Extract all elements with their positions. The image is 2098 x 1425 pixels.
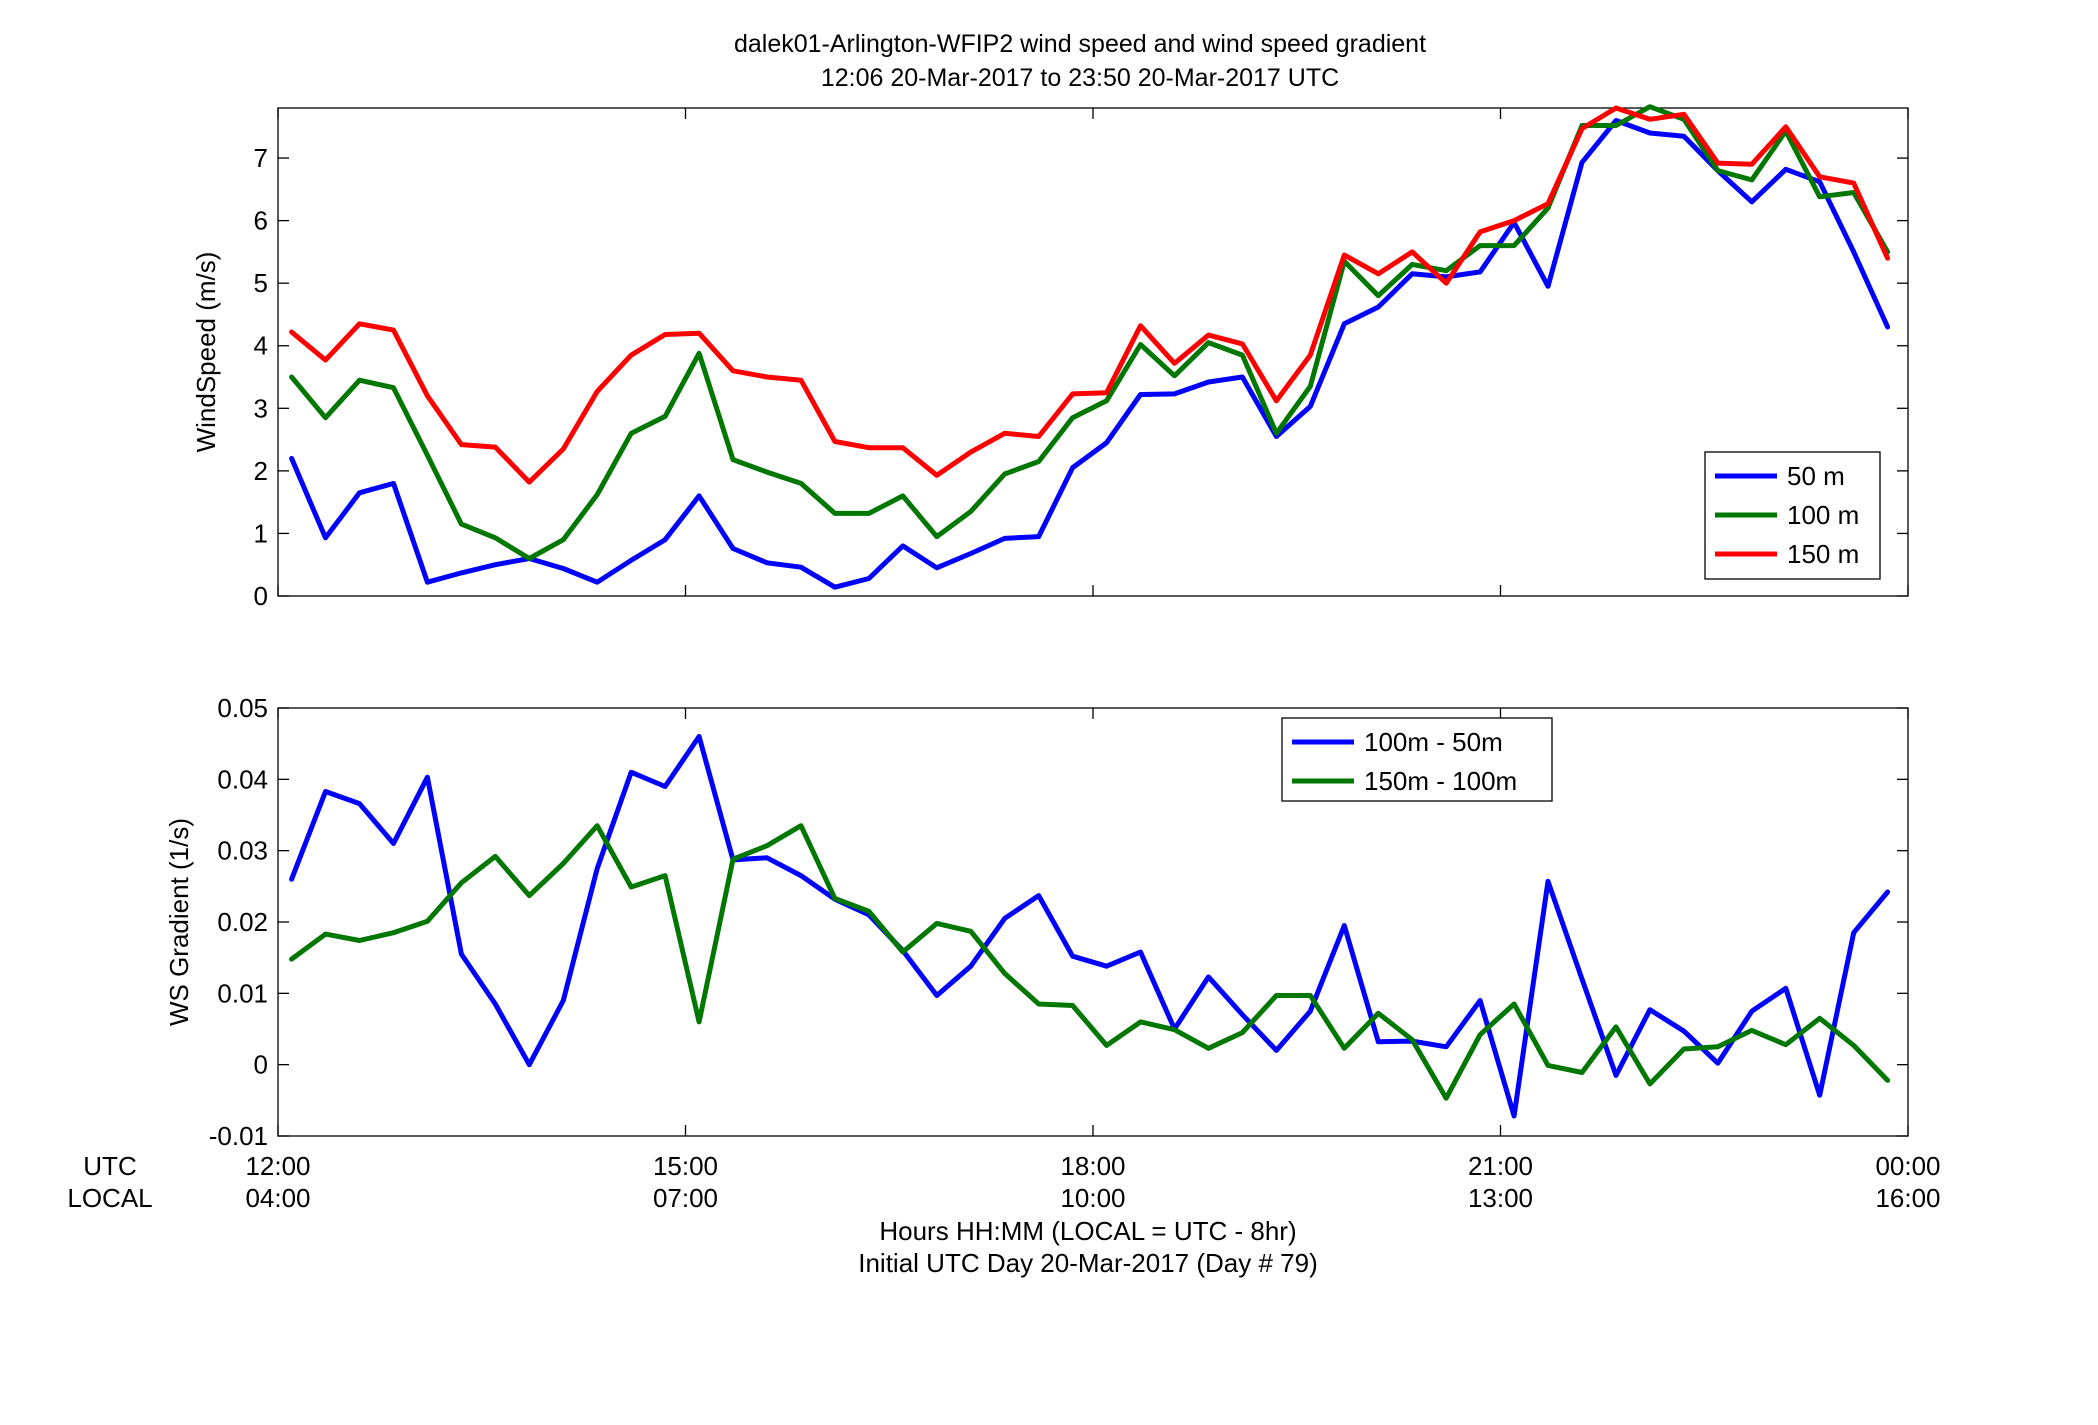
- legend-label-150m-100m: 150m - 100m: [1364, 766, 1517, 796]
- legend-box: [1281, 717, 1553, 802]
- y-tick-label: 6: [254, 206, 268, 236]
- x-tick-label-local: 16:00: [1875, 1183, 1940, 1213]
- y-tick-label: 5: [254, 268, 268, 298]
- y-axis-label: WS Gradient (1/s): [164, 818, 194, 1026]
- y-tick-label: 0.05: [217, 693, 268, 723]
- y-tick-label: 0.04: [217, 764, 268, 794]
- y-tick-label: 0.03: [217, 836, 268, 866]
- gradient-plot: -0.01 0 0.01 0.02 0.03 0.04 0.05 WS Gradient (1…: [164, 693, 1909, 1151]
- series-line-150m-100m: [289, 823, 1891, 1101]
- y-tick-label: 2: [254, 456, 268, 486]
- y-tick-label: 4: [254, 331, 268, 361]
- chart-title-line-1: dalek01-Arlington-WFIP2 wind speed and w…: [734, 30, 1426, 58]
- x-tick-label-utc: 15:00: [653, 1151, 718, 1181]
- local-row-label: LOCAL: [67, 1183, 152, 1213]
- y-tick-label: 0: [254, 581, 268, 611]
- utc-row-label: UTC: [83, 1151, 136, 1181]
- y-tick-label: -0.01: [209, 1121, 268, 1151]
- y-tick-label: 3: [254, 393, 268, 423]
- legend-label-50-m: 50 m: [1787, 461, 1845, 491]
- plot-area: [277, 107, 1909, 597]
- x-tick-label-local: 13:00: [1468, 1183, 1533, 1213]
- x-axis-label-line-2: Initial UTC Day 20-Mar-2017 (Day # 79): [858, 1248, 1318, 1278]
- chart-title-line-2: 12:06 20-Mar-2017 to 23:50 20-Mar-2017 U…: [821, 64, 1339, 92]
- series-line-150-m: [289, 105, 1891, 485]
- series-line-100-m: [289, 104, 1891, 561]
- y-axis-label: WindSpeed (m/s): [191, 252, 221, 453]
- x-tick-label-utc: 21:00: [1468, 1151, 1533, 1181]
- y-tick-label: 1: [254, 518, 268, 548]
- legend-label-150-m: 150 m: [1787, 539, 1859, 569]
- y-tick-label: 7: [254, 143, 268, 173]
- legend-label-100-m: 100 m: [1787, 500, 1859, 530]
- series-line-100m-50m: [289, 734, 1891, 1119]
- y-tick-label: 0.02: [217, 907, 268, 937]
- x-tick-label-utc: 18:00: [1060, 1151, 1125, 1181]
- x-tick-label-utc: 12:00: [245, 1151, 310, 1181]
- x-tick-label-local: 07:00: [653, 1183, 718, 1213]
- legend-label-100m-50m: 100m - 50m: [1364, 727, 1503, 757]
- y-tick-label: 0.01: [217, 978, 268, 1008]
- windspeed-plot: 0 1 2 3 4 5 6 7 WindSpeed (m/s) 50 m 100 m 150 m: [191, 104, 1909, 611]
- y-tick-label: 0: [254, 1050, 268, 1080]
- x-tick-label-local: 04:00: [245, 1183, 310, 1213]
- x-tick-label-utc: 00:00: [1875, 1151, 1940, 1181]
- x-axis-label-line-1: Hours HH:MM (LOCAL = UTC - 8hr): [879, 1216, 1296, 1246]
- x-tick-label-local: 10:00: [1060, 1183, 1125, 1213]
